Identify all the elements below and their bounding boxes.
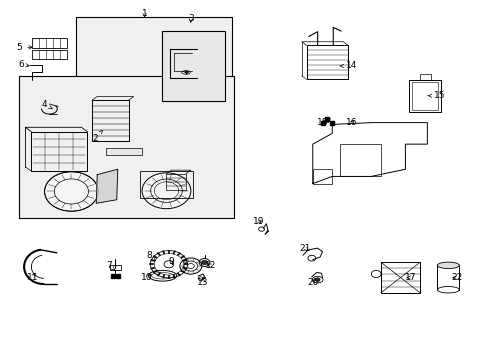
Text: 4: 4: [41, 100, 53, 109]
Text: 16: 16: [346, 118, 357, 127]
Text: 1: 1: [142, 9, 147, 18]
Bar: [32, 50, 67, 59]
Text: 7: 7: [106, 261, 115, 270]
Ellipse shape: [436, 287, 458, 293]
Text: 10: 10: [141, 273, 152, 282]
Text: 15: 15: [427, 91, 445, 100]
Bar: [419, 74, 430, 80]
Text: 19: 19: [253, 217, 264, 226]
Bar: [306, 45, 347, 80]
Text: 5: 5: [16, 43, 32, 52]
Circle shape: [201, 260, 207, 265]
Bar: [380, 262, 419, 293]
Text: 22: 22: [450, 273, 461, 282]
Bar: [411, 82, 437, 110]
Bar: [166, 174, 185, 190]
Ellipse shape: [436, 262, 458, 269]
Circle shape: [315, 278, 320, 282]
Text: 13: 13: [197, 278, 208, 287]
Bar: [31, 132, 87, 171]
Bar: [110, 265, 121, 270]
Bar: [105, 148, 142, 155]
Bar: [436, 265, 458, 290]
Text: 21: 21: [299, 244, 310, 253]
Text: 18: 18: [316, 118, 327, 127]
Ellipse shape: [180, 258, 202, 274]
Text: 11: 11: [26, 273, 38, 282]
Bar: [312, 169, 331, 184]
Text: 17: 17: [404, 273, 415, 282]
Bar: [408, 80, 440, 112]
Ellipse shape: [44, 172, 98, 211]
Text: 3: 3: [187, 14, 193, 23]
Bar: [92, 100, 128, 141]
Bar: [19, 76, 233, 218]
Bar: [76, 17, 232, 158]
Text: 8: 8: [146, 251, 155, 261]
Circle shape: [187, 264, 194, 269]
Text: 14: 14: [340, 62, 357, 71]
Bar: [339, 144, 380, 176]
Ellipse shape: [142, 173, 190, 209]
Text: 2: 2: [92, 130, 102, 143]
Text: 20: 20: [306, 278, 318, 287]
Bar: [140, 171, 193, 198]
Text: 9: 9: [168, 257, 174, 266]
Text: 12: 12: [204, 261, 216, 270]
Polygon shape: [96, 169, 118, 203]
Text: 6: 6: [19, 60, 29, 69]
Bar: [161, 31, 224, 101]
Bar: [32, 39, 67, 48]
